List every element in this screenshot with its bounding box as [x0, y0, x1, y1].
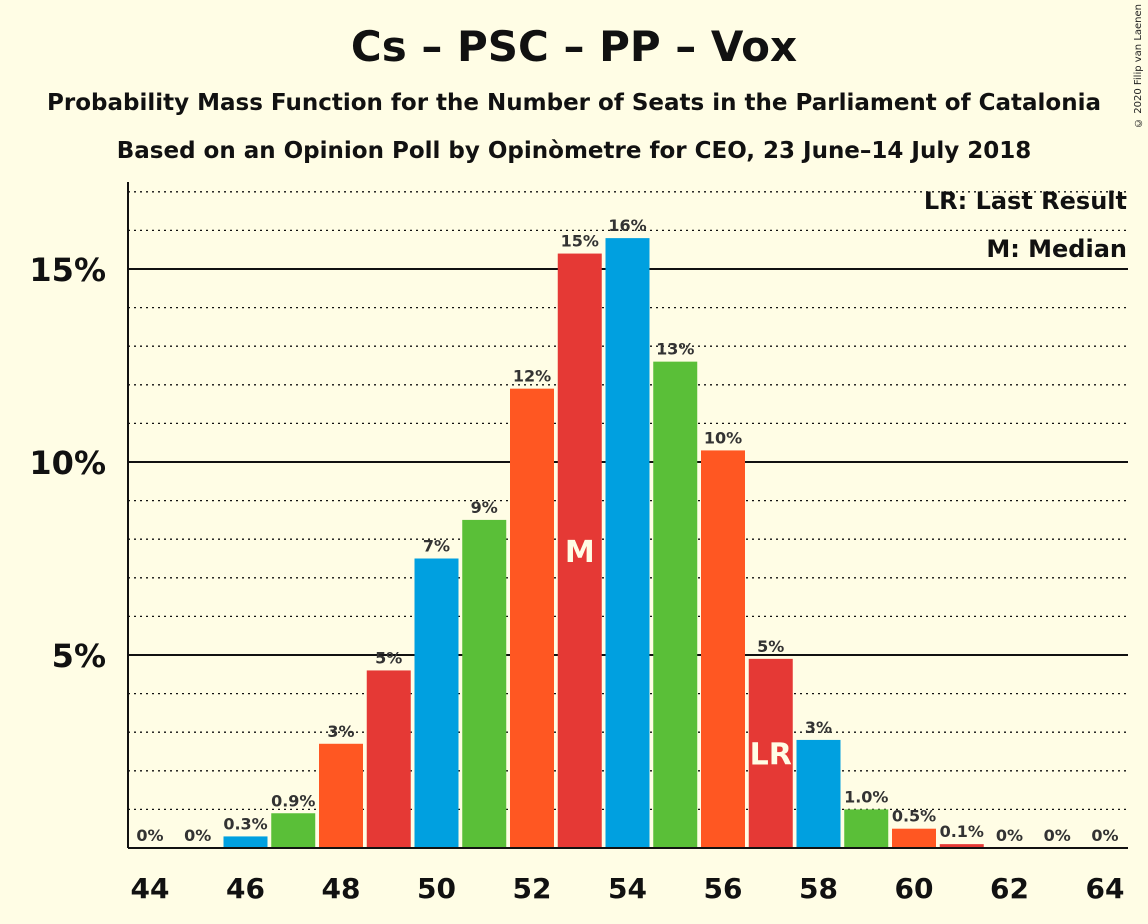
- x-tick-label: 52: [513, 872, 552, 905]
- x-tick-label: 60: [895, 872, 934, 905]
- x-tick-label: 44: [131, 872, 170, 905]
- data-label-seats-48: 3%: [327, 722, 354, 741]
- x-tick-label: 62: [990, 872, 1029, 905]
- bar-seats-48: [319, 743, 363, 848]
- data-label-seats-58: 3%: [805, 718, 832, 737]
- y-tick-label: 5%: [52, 637, 106, 675]
- bar-seats-56: [701, 450, 745, 848]
- data-label-seats-62: 0%: [996, 826, 1023, 845]
- data-label-seats-53: 15%: [561, 232, 599, 251]
- x-tick-label: 64: [1086, 872, 1125, 905]
- data-label-seats-63: 0%: [1044, 826, 1071, 845]
- data-label-seats-54: 16%: [608, 216, 646, 235]
- bars: [223, 238, 984, 848]
- x-tick-label: 50: [417, 872, 456, 905]
- chart-subtitle: Probability Mass Function for the Number…: [47, 90, 1101, 116]
- axes: 5% 10% 15% 44 46 48 50 52 54 56 58 60 62 64: [29, 182, 1128, 905]
- data-label-seats-46: 0.3%: [223, 814, 267, 833]
- last-result-marker: LR: [750, 737, 792, 772]
- data-label-seats-61: 0.1%: [940, 822, 984, 841]
- data-label-seats-60: 0.5%: [892, 807, 936, 826]
- data-label-seats-51: 9%: [471, 498, 498, 517]
- chart-subtitle-source: Based on an Opinion Poll by Opinòmetre f…: [116, 138, 1032, 164]
- bar-seats-50: [414, 558, 459, 848]
- bar-seats-51: [462, 519, 507, 848]
- data-label-seats-49: 5%: [375, 648, 402, 667]
- data-label-seats-57: 5%: [757, 637, 784, 656]
- data-label-seats-64: 0%: [1091, 826, 1118, 845]
- data-label-seats-56: 10%: [704, 428, 742, 447]
- median-marker: M: [565, 535, 595, 570]
- bar-seats-59: [844, 809, 889, 848]
- data-label-seats-50: 7%: [423, 537, 450, 556]
- y-tick-label: 10%: [29, 444, 106, 482]
- bar-seats-47: [271, 813, 316, 848]
- data-labels: 0% 0% 0.3%0.9% 3% 5% 7% 9% 12% 15% 16% 13% 10% 5% 3% 1…: [136, 216, 1118, 845]
- data-label-seats-47: 0.9%: [271, 791, 315, 810]
- data-label-seats-44: 0%: [136, 826, 163, 845]
- legend-last-result: LR: Last Result: [924, 187, 1127, 215]
- bar-seats-58: [796, 739, 841, 848]
- bar-seats-54: [605, 238, 650, 848]
- bar-seats-46: [223, 836, 268, 848]
- bar-seats-55: [653, 361, 698, 848]
- data-label-seats-45: 0%: [184, 826, 211, 845]
- chart-title: Cs – PSC – PP – Vox: [350, 22, 798, 71]
- bar-seats-57: [748, 658, 793, 848]
- bar-seats-61: [939, 844, 984, 848]
- legend-median: M: Median: [986, 235, 1127, 263]
- x-tick-label: 54: [608, 872, 647, 905]
- x-tick-label: 46: [226, 872, 265, 905]
- x-tick-label: 48: [322, 872, 361, 905]
- x-tick-label: 58: [799, 872, 838, 905]
- bar-seats-49: [366, 670, 411, 848]
- y-tick-label: 15%: [29, 251, 106, 289]
- data-label-seats-59: 1.0%: [844, 787, 888, 806]
- bar-seats-60: [892, 828, 936, 848]
- x-tick-label: 56: [704, 872, 743, 905]
- data-label-seats-52: 12%: [513, 367, 551, 386]
- bar-seats-52: [510, 388, 554, 848]
- bar-seats-53: [557, 253, 602, 848]
- data-label-seats-55: 13%: [656, 340, 694, 359]
